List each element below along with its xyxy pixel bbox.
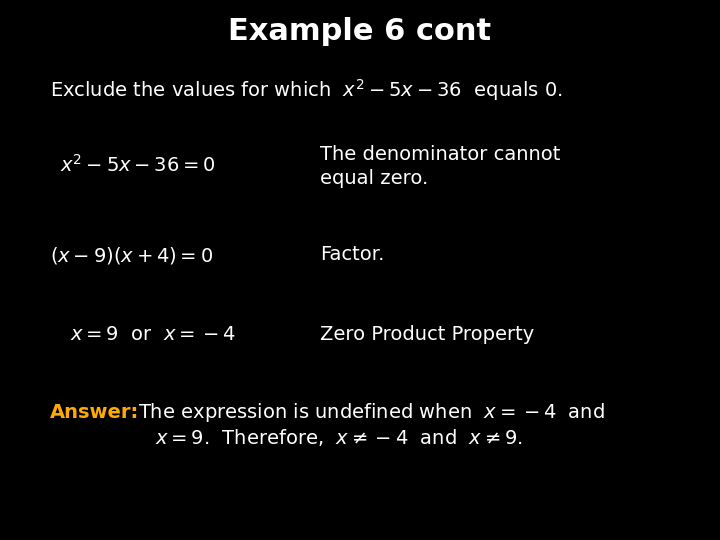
Text: The expression is undefined when  $x = -4$  and: The expression is undefined when $x = -4… [138,401,605,423]
Text: Example 6 cont: Example 6 cont [228,17,492,46]
Text: equal zero.: equal zero. [320,168,428,187]
Text: Exclude the values for which  $x^2 - 5x - 36$  equals 0.: Exclude the values for which $x^2 - 5x -… [50,77,562,103]
Text: The denominator cannot: The denominator cannot [320,145,560,165]
Text: Factor.: Factor. [320,246,384,265]
Text: Zero Product Property: Zero Product Property [320,326,534,345]
Text: $x^2 - 5x - 36 = 0$: $x^2 - 5x - 36 = 0$ [60,154,216,176]
Text: $x = 9$.  Therefore,  $x \neq -4$  and  $x \neq 9$.: $x = 9$. Therefore, $x \neq -4$ and $x \… [155,428,523,449]
Text: $(x - 9)(x + 4) = 0$: $(x - 9)(x + 4) = 0$ [50,245,213,266]
Text: Answer:: Answer: [50,402,139,422]
Text: $x = 9$  or  $x = -4$: $x = 9$ or $x = -4$ [70,326,236,345]
